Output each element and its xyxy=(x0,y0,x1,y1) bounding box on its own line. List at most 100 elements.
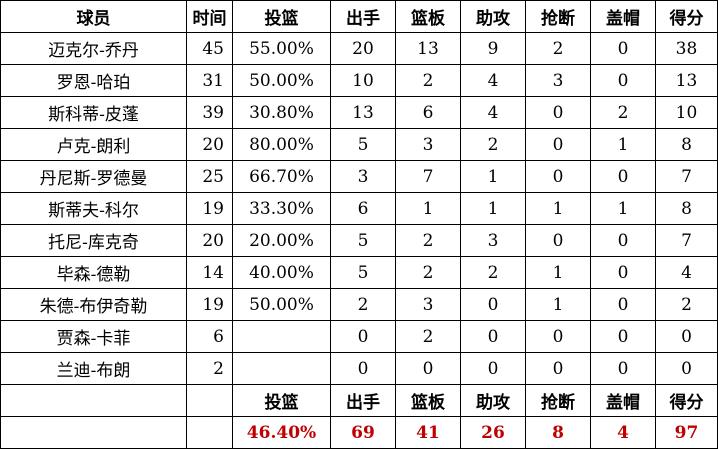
cell-rebounds: 0 xyxy=(395,352,461,385)
cell-assists: 0 xyxy=(460,352,526,385)
cell-fga: 20 xyxy=(330,32,396,65)
cell-assists: 1 xyxy=(460,160,526,193)
header-steals: 抢断 xyxy=(525,0,591,33)
cell-points: 7 xyxy=(655,224,718,257)
cell-player: 丹尼斯-罗德曼 xyxy=(0,160,187,193)
cell-fg-pct: 50.00% xyxy=(232,64,331,97)
cell-minutes: 45 xyxy=(186,32,233,65)
totals-row: 46.40% 69 41 26 8 4 97 xyxy=(0,416,718,449)
cell-assists: 0 xyxy=(460,288,526,321)
cell-points: 0 xyxy=(655,352,718,385)
cell-fga: 0 xyxy=(330,320,396,353)
table-row: 贾森-卡菲 6 0 2 0 0 0 0 xyxy=(0,320,718,353)
table-row: 丹尼斯-罗德曼 25 66.70% 3 7 1 0 0 7 xyxy=(0,160,718,193)
cell-rebounds: 3 xyxy=(395,288,461,321)
cell-steals: 0 xyxy=(525,352,591,385)
cell-minutes: 19 xyxy=(186,192,233,225)
cell-blocks: 0 xyxy=(590,32,656,65)
cell-steals: 0 xyxy=(525,320,591,353)
cell-player: 斯蒂夫-科尔 xyxy=(0,192,187,225)
cell-assists: 4 xyxy=(460,64,526,97)
cell-rebounds: 7 xyxy=(395,160,461,193)
header-rebounds: 篮板 xyxy=(395,0,461,33)
header-minutes: 时间 xyxy=(186,0,233,33)
cell-fga: 6 xyxy=(330,192,396,225)
summary-header-fga: 出手 xyxy=(330,384,396,417)
cell-points: 8 xyxy=(655,128,718,161)
cell-minutes: 20 xyxy=(186,128,233,161)
empty-cell xyxy=(186,416,233,449)
cell-blocks: 0 xyxy=(590,352,656,385)
cell-points: 8 xyxy=(655,192,718,225)
table-row: 罗恩-哈珀 31 50.00% 10 2 4 3 0 13 xyxy=(0,64,718,97)
cell-fg-pct: 55.00% xyxy=(232,32,331,65)
cell-player: 朱德-布伊奇勒 xyxy=(0,288,187,321)
cell-steals: 0 xyxy=(525,160,591,193)
cell-player: 卢克-朗利 xyxy=(0,128,187,161)
cell-points: 10 xyxy=(655,96,718,129)
header-points: 得分 xyxy=(655,0,718,33)
cell-blocks: 0 xyxy=(590,224,656,257)
cell-fg-pct: 40.00% xyxy=(232,256,331,289)
cell-fg-pct: 33.30% xyxy=(232,192,331,225)
cell-rebounds: 1 xyxy=(395,192,461,225)
total-steals: 8 xyxy=(525,416,591,449)
total-fga: 69 xyxy=(330,416,396,449)
empty-cell xyxy=(186,384,233,417)
total-fg-pct: 46.40% xyxy=(232,416,331,449)
cell-steals: 2 xyxy=(525,32,591,65)
summary-header-rebounds: 篮板 xyxy=(395,384,461,417)
cell-minutes: 31 xyxy=(186,64,233,97)
total-points: 97 xyxy=(655,416,718,449)
cell-fg-pct: 80.00% xyxy=(232,128,331,161)
table-row: 兰迪-布朗 2 0 0 0 0 0 0 xyxy=(0,352,718,385)
summary-header-row: 投篮 出手 篮板 助攻 抢断 盖帽 得分 xyxy=(0,384,718,417)
table-row: 斯蒂夫-科尔 19 33.30% 6 1 1 1 1 8 xyxy=(0,192,718,225)
header-blocks: 盖帽 xyxy=(590,0,656,33)
cell-minutes: 25 xyxy=(186,160,233,193)
cell-rebounds: 2 xyxy=(395,320,461,353)
cell-assists: 4 xyxy=(460,96,526,129)
header-player: 球员 xyxy=(0,0,187,33)
table-row: 托尼-库克奇 20 20.00% 5 2 3 0 0 7 xyxy=(0,224,718,257)
cell-blocks: 0 xyxy=(590,288,656,321)
cell-assists: 9 xyxy=(460,32,526,65)
cell-player: 罗恩-哈珀 xyxy=(0,64,187,97)
cell-fga: 5 xyxy=(330,224,396,257)
cell-blocks: 0 xyxy=(590,256,656,289)
empty-cell xyxy=(0,384,187,417)
cell-player: 贾森-卡菲 xyxy=(0,320,187,353)
cell-blocks: 0 xyxy=(590,320,656,353)
cell-fg-pct: 50.00% xyxy=(232,288,331,321)
header-assists: 助攻 xyxy=(460,0,526,33)
cell-minutes: 6 xyxy=(186,320,233,353)
cell-minutes: 19 xyxy=(186,288,233,321)
cell-fg-pct: 20.00% xyxy=(232,224,331,257)
cell-blocks: 1 xyxy=(590,128,656,161)
empty-cell xyxy=(0,416,187,449)
cell-player: 托尼-库克奇 xyxy=(0,224,187,257)
header-row: 球员 时间 投篮 出手 篮板 助攻 抢断 盖帽 得分 xyxy=(0,0,718,33)
header-fga: 出手 xyxy=(330,0,396,33)
cell-steals: 0 xyxy=(525,224,591,257)
cell-fg-pct: 66.70% xyxy=(232,160,331,193)
cell-fg-pct xyxy=(232,320,331,353)
cell-minutes: 2 xyxy=(186,352,233,385)
table-row: 卢克-朗利 20 80.00% 5 3 2 0 1 8 xyxy=(0,128,718,161)
cell-player: 斯科蒂-皮蓬 xyxy=(0,96,187,129)
cell-points: 4 xyxy=(655,256,718,289)
cell-steals: 1 xyxy=(525,192,591,225)
cell-fg-pct xyxy=(232,352,331,385)
cell-rebounds: 2 xyxy=(395,224,461,257)
summary-header-steals: 抢断 xyxy=(525,384,591,417)
total-rebounds: 41 xyxy=(395,416,461,449)
cell-fga: 10 xyxy=(330,64,396,97)
cell-minutes: 14 xyxy=(186,256,233,289)
cell-fg-pct: 30.80% xyxy=(232,96,331,129)
summary-header-assists: 助攻 xyxy=(460,384,526,417)
cell-fga: 2 xyxy=(330,288,396,321)
header-fg-pct: 投篮 xyxy=(232,0,331,33)
cell-fga: 5 xyxy=(330,256,396,289)
cell-steals: 3 xyxy=(525,64,591,97)
